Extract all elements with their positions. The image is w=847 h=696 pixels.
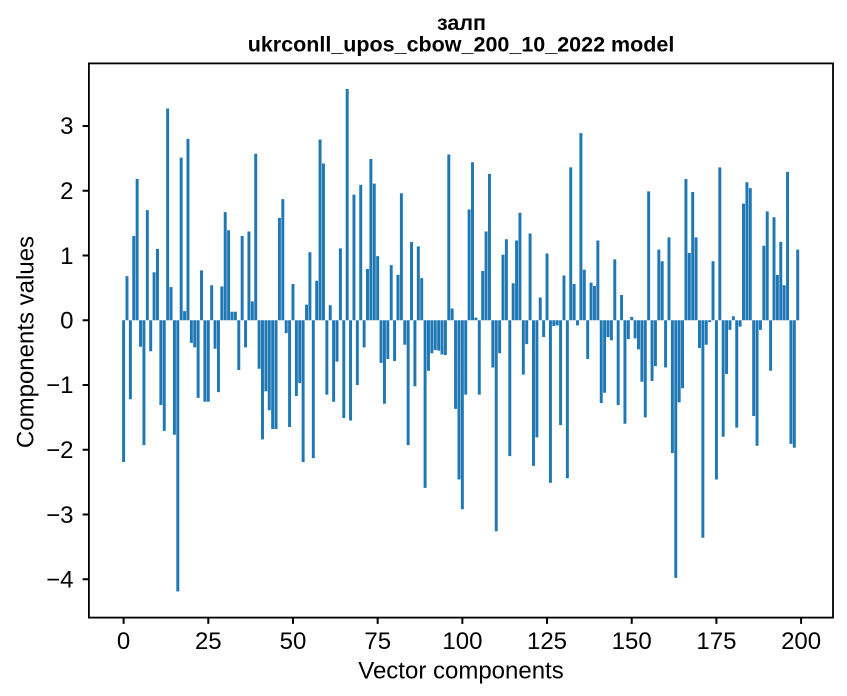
svg-text:3: 3 bbox=[60, 113, 73, 140]
svg-text:0: 0 bbox=[117, 628, 130, 655]
svg-text:150: 150 bbox=[612, 628, 652, 655]
svg-text:25: 25 bbox=[195, 628, 222, 655]
svg-text:2: 2 bbox=[60, 178, 73, 205]
svg-text:Components values: Components values bbox=[13, 236, 40, 448]
svg-text:−2: −2 bbox=[46, 437, 73, 464]
svg-text:175: 175 bbox=[696, 628, 736, 655]
svg-text:100: 100 bbox=[442, 628, 482, 655]
svg-text:0: 0 bbox=[60, 308, 73, 335]
svg-text:200: 200 bbox=[781, 628, 821, 655]
svg-text:Vector components: Vector components bbox=[358, 657, 563, 684]
svg-text:залп: залп bbox=[437, 11, 486, 35]
svg-text:125: 125 bbox=[527, 628, 567, 655]
svg-text:75: 75 bbox=[364, 628, 391, 655]
svg-text:ukrconll_upos_cbow_200_10_2022: ukrconll_upos_cbow_200_10_2022 model bbox=[248, 33, 675, 57]
svg-text:−3: −3 bbox=[46, 502, 73, 529]
svg-text:−1: −1 bbox=[46, 372, 73, 399]
svg-text:1: 1 bbox=[60, 243, 73, 270]
svg-text:−4: −4 bbox=[46, 567, 73, 594]
svg-text:50: 50 bbox=[280, 628, 307, 655]
